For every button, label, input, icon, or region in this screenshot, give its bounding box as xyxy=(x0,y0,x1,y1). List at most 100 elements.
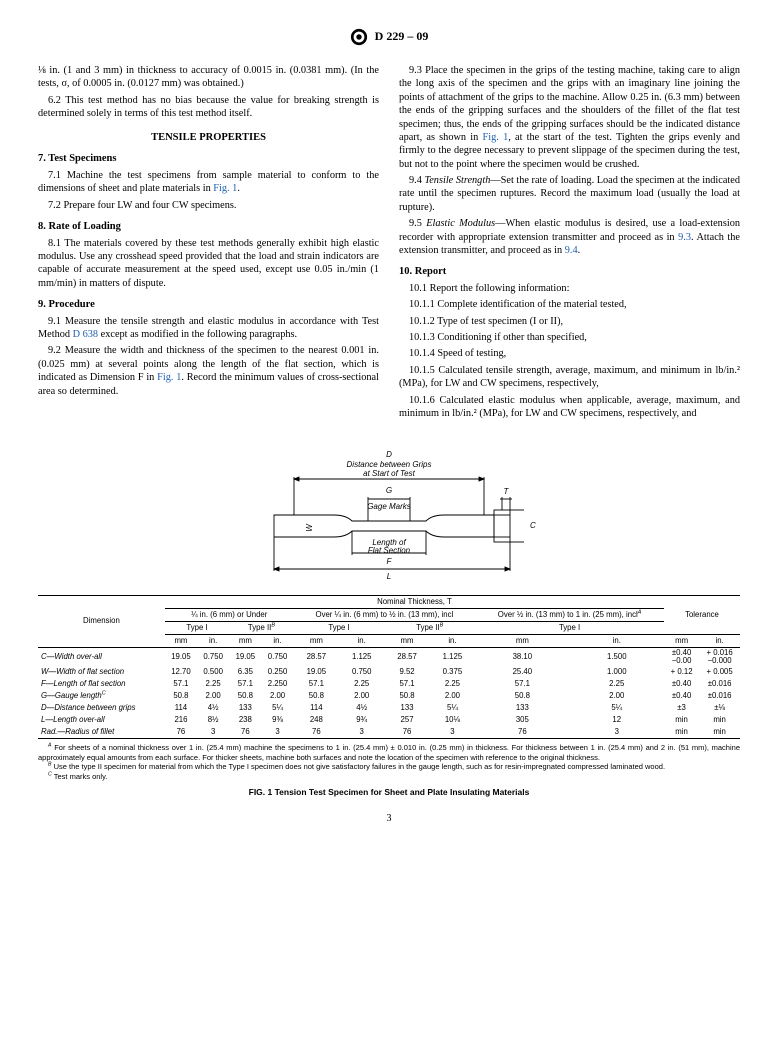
cell: 76 xyxy=(294,726,339,739)
cell: 5¼ xyxy=(430,702,475,714)
svg-text:Gage Marks: Gage Marks xyxy=(367,502,411,511)
link-9-3[interactable]: 9.3 xyxy=(678,232,691,243)
para-10-1: 10.1 Report the following information: xyxy=(399,282,740,295)
svg-text:T: T xyxy=(504,487,510,496)
cell: 57.1 xyxy=(165,678,197,690)
dim-name: L—Length over-all xyxy=(38,714,165,726)
th-unit: mm xyxy=(475,635,569,648)
cell: + 0.12 xyxy=(664,666,699,678)
cell: 0.375 xyxy=(430,666,475,678)
svg-text:W: W xyxy=(305,523,314,532)
cell: 76 xyxy=(229,726,261,739)
cell: 1.500 xyxy=(570,648,664,666)
cell: 0.750 xyxy=(261,648,293,666)
cell: 8½ xyxy=(197,714,229,726)
dim-name: F—Length of flat section xyxy=(38,678,165,690)
th-group3: Over ½ in. (13 mm) to 1 in. (25 mm), inc… xyxy=(475,608,664,621)
cell: 2.00 xyxy=(261,690,293,702)
cell: 2.25 xyxy=(430,678,475,690)
th-type: Type I xyxy=(294,621,385,634)
para-10-1-5: 10.1.5 Calculated tensile strength, aver… xyxy=(399,364,740,391)
dim-name: C—Width over-all xyxy=(38,648,165,666)
table-row: C—Width over-all19.050.75019.050.75028.5… xyxy=(38,648,740,666)
cell: 19.05 xyxy=(165,648,197,666)
cell: 2.00 xyxy=(570,690,664,702)
th-unit: in. xyxy=(197,635,229,648)
cell: 9¾ xyxy=(339,714,384,726)
dim-name: G—Gauge lengthC xyxy=(38,690,165,702)
th-unit: in. xyxy=(570,635,664,648)
link-fig1[interactable]: Fig. 1 xyxy=(213,183,237,194)
link-9-4[interactable]: 9.4 xyxy=(565,245,578,256)
cell: 238 xyxy=(229,714,261,726)
cell: min xyxy=(699,726,740,739)
cell: 2.25 xyxy=(570,678,664,690)
cell: 50.8 xyxy=(384,690,429,702)
footnote-a: A For sheets of a nominal thickness over… xyxy=(38,743,740,762)
cell: 0.500 xyxy=(197,666,229,678)
specimen-diagram: D Distance between Grips at Start of Tes… xyxy=(234,437,544,582)
para-10-1-4: 10.1.4 Speed of testing, xyxy=(399,347,740,360)
table-row: G—Gauge lengthC50.82.0050.82.0050.82.005… xyxy=(38,690,740,702)
cell: 25.40 xyxy=(475,666,569,678)
svg-text:L: L xyxy=(387,572,391,581)
cell: 38.10 xyxy=(475,648,569,666)
cell: min xyxy=(664,726,699,739)
heading-tensile: TENSILE PROPERTIES xyxy=(38,131,379,145)
cell: 57.1 xyxy=(294,678,339,690)
para-10-1-3: 10.1.3 Conditioning if other than specif… xyxy=(399,331,740,344)
cell: 305 xyxy=(475,714,569,726)
cell: 2.25 xyxy=(339,678,384,690)
cell: + 0.016 −0.000 xyxy=(699,648,740,666)
cell: 0.750 xyxy=(197,648,229,666)
th-unit: mm xyxy=(229,635,261,648)
th-tolerance: Tolerance xyxy=(664,595,740,634)
cell: 2.00 xyxy=(197,690,229,702)
cell: min xyxy=(664,714,699,726)
th-unit: in. xyxy=(261,635,293,648)
cell: 50.8 xyxy=(229,690,261,702)
table-row: L—Length over-all2168½2389⅜2489¾25710⅛30… xyxy=(38,714,740,726)
cell: 12.70 xyxy=(165,666,197,678)
cell: ±0.40 xyxy=(664,678,699,690)
th-dimension: Dimension xyxy=(38,595,165,648)
figure-1: D Distance between Grips at Start of Tes… xyxy=(38,437,740,586)
cell: 1.125 xyxy=(339,648,384,666)
standard-number: D 229 – 09 xyxy=(375,29,429,43)
svg-text:at Start of Test: at Start of Test xyxy=(363,469,416,478)
th-type: Type I xyxy=(475,621,664,634)
cell: 216 xyxy=(165,714,197,726)
para-9-4: 9.4 Tensile Strength—Set the rate of loa… xyxy=(399,174,740,214)
para-7-2: 7.2 Prepare four LW and four CW specimen… xyxy=(38,199,379,212)
cell: 28.57 xyxy=(384,648,429,666)
para-9-1: 9.1 Measure the tensile strength and ela… xyxy=(38,315,379,342)
cell: 57.1 xyxy=(475,678,569,690)
cell: 1.000 xyxy=(570,666,664,678)
table-row: F—Length of flat section57.12.2557.12.25… xyxy=(38,678,740,690)
th-group1: ¼ in. (6 mm) or Under xyxy=(165,608,294,621)
link-fig1-3[interactable]: Fig. 1 xyxy=(483,132,509,143)
cell: 4½ xyxy=(339,702,384,714)
cell: 5¼ xyxy=(261,702,293,714)
th-unit: mm xyxy=(165,635,197,648)
cell: 248 xyxy=(294,714,339,726)
dimension-table: DimensionNominal Thickness, TTolerance ¼… xyxy=(38,595,740,740)
cell: 6.35 xyxy=(229,666,261,678)
cell: 0.750 xyxy=(339,666,384,678)
page-number: 3 xyxy=(38,812,740,825)
cell: 1.125 xyxy=(430,648,475,666)
cell: ±0.40 xyxy=(664,690,699,702)
table-row: D—Distance between grips1144½1335¼1144½1… xyxy=(38,702,740,714)
cell: 50.8 xyxy=(294,690,339,702)
th-group2: Over ¼ in. (6 mm) to ½ in. (13 mm), incl xyxy=(294,608,475,621)
cell: 2.250 xyxy=(261,678,293,690)
link-d638[interactable]: D 638 xyxy=(73,329,98,340)
cell: 50.8 xyxy=(475,690,569,702)
cell: 76 xyxy=(165,726,197,739)
cell: 3 xyxy=(430,726,475,739)
cell: 257 xyxy=(384,714,429,726)
svg-text:Distance between Grips: Distance between Grips xyxy=(347,460,432,469)
th-unit: in. xyxy=(699,635,740,648)
link-fig1-2[interactable]: Fig. 1 xyxy=(157,372,181,383)
cell: ±0.40 −0.00 xyxy=(664,648,699,666)
